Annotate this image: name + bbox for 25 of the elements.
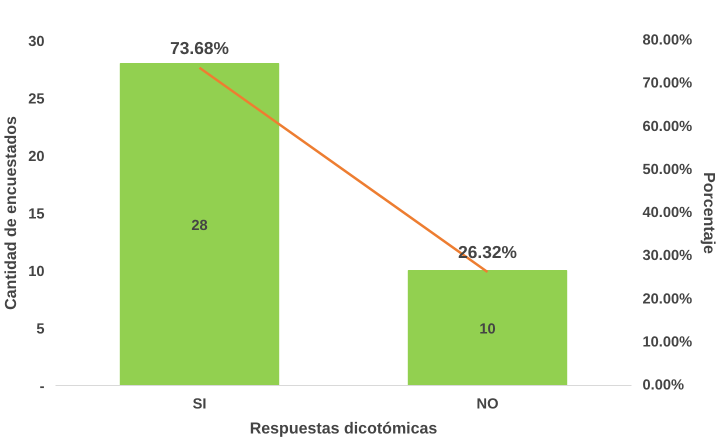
y2-tick-label: 30.00% [642, 248, 692, 264]
y2-tick-label: 10.00% [642, 334, 692, 350]
y-tick-label: 5 [36, 322, 45, 338]
y2-tick-label: 80.00% [642, 32, 692, 48]
data-label: 28 [191, 218, 208, 234]
y-tick-label: 25 [28, 92, 45, 108]
y-tick-label: 30 [28, 34, 45, 50]
y-tick-label: 20 [28, 149, 45, 165]
y2-tick-label: 70.00% [642, 76, 692, 92]
y-axis-title: Cantidad de encuestados [3, 116, 20, 310]
y-tick-label: - [40, 379, 45, 395]
y2-tick-label: 20.00% [642, 291, 692, 308]
y2-tick-label: 40.00% [642, 205, 692, 221]
y2-axis-title: Porcentaje [700, 172, 718, 254]
data-label: 26.32% [458, 242, 517, 262]
y-tick-label: 15 [28, 206, 45, 222]
y2-tick-label: 0.00% [642, 378, 684, 394]
data-label: 10 [479, 322, 496, 338]
x-tick-label: NO [476, 396, 498, 412]
x-tick-label: SI [192, 396, 206, 412]
y2-tick-label: 60.00% [642, 118, 692, 135]
y2-tick-label: 50.00% [642, 162, 692, 178]
data-label: 73.68% [170, 38, 229, 58]
y-tick-label: 10 [28, 264, 45, 280]
x-axis-title: Respuestas dicotómicas [250, 420, 438, 438]
